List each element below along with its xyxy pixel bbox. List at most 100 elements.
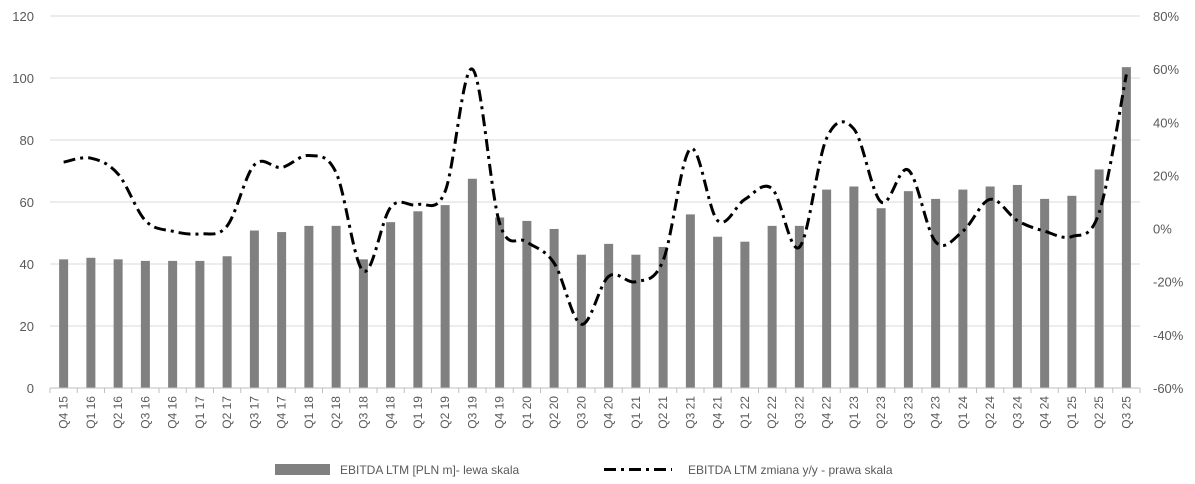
x-tick-label: Q1 24 (956, 396, 970, 429)
x-tick-label: Q1 17 (193, 396, 207, 429)
x-tick-label: Q1 21 (629, 396, 643, 429)
bar (1012, 184, 1022, 388)
bar (277, 232, 287, 388)
x-tick-label: Q2 21 (656, 396, 670, 429)
x-tick-label: Q2 20 (547, 396, 561, 429)
bar (794, 225, 804, 388)
bar (1121, 67, 1131, 389)
bar (440, 205, 450, 388)
bar-series (59, 67, 1131, 389)
x-tick-label: Q1 22 (738, 396, 752, 429)
bar (86, 257, 96, 388)
bar (658, 246, 668, 388)
bar (685, 214, 695, 388)
right-tick-label: 40% (1153, 115, 1179, 130)
left-tick-label: 60 (20, 195, 34, 210)
left-tick-label: 20 (20, 319, 34, 334)
x-tick-label: Q4 16 (166, 396, 180, 429)
legend-bar-label: EBITDA LTM [PLN m]- lewa skala (340, 463, 519, 477)
x-tick-label: Q2 22 (765, 396, 779, 429)
left-axis-ticks: 0 20 40 60 80 100 120 (12, 9, 34, 396)
bar (140, 260, 150, 388)
bar (549, 228, 559, 388)
left-tick-label: 120 (12, 9, 34, 24)
x-tick-label: Q3 21 (683, 396, 697, 429)
bar (713, 236, 723, 388)
right-tick-label: 60% (1153, 62, 1179, 77)
line-path (63, 67, 1128, 326)
x-tick-label: Q2 25 (1092, 396, 1106, 429)
bar (413, 211, 423, 388)
bar (495, 217, 505, 388)
bar (195, 260, 205, 388)
x-tick-label: Q1 23 (847, 396, 861, 429)
bar (113, 259, 123, 388)
right-tick-label: -60% (1153, 381, 1184, 396)
gridlines (50, 15, 1140, 327)
legend-bar-swatch (275, 464, 330, 475)
bar (903, 191, 913, 388)
bar (386, 222, 396, 388)
x-tick-label: Q4 23 (929, 396, 943, 429)
x-tick-label: Q3 22 (792, 396, 806, 429)
x-tick-label: Q3 20 (574, 396, 588, 429)
legend-line-label: EBITDA LTM zmiana y/y - prawa skala (688, 463, 893, 477)
x-tick-label: Q3 16 (138, 396, 152, 429)
x-tick-label: Q3 17 (247, 396, 261, 429)
x-tick-label: Q4 18 (384, 396, 398, 429)
bar (304, 225, 314, 388)
line-series (63, 67, 1128, 326)
x-tick-label: Q3 19 (465, 396, 479, 429)
bar (604, 243, 614, 388)
right-tick-label: 20% (1153, 168, 1179, 183)
x-tick-label: Q4 19 (493, 396, 507, 429)
bar (1040, 198, 1050, 388)
x-tick-label: Q2 16 (111, 396, 125, 429)
bar (876, 208, 886, 388)
x-axis: Q4 15 Q1 16 Q2 16 Q3 16 Q4 16 Q1 17 Q2 17 Q3 17… (49, 387, 1141, 429)
bar (249, 230, 259, 388)
bar (740, 241, 750, 388)
right-tick-label: -40% (1153, 328, 1184, 343)
bar (59, 259, 69, 388)
x-tick-label: Q2 23 (874, 396, 888, 429)
x-tick-label: Q2 17 (220, 396, 234, 429)
bar (822, 189, 832, 388)
bar (631, 254, 641, 388)
bar (1094, 169, 1104, 388)
x-tick-label: Q4 24 (1038, 396, 1052, 429)
bar (1067, 195, 1077, 388)
x-tick-label: Q3 25 (1119, 396, 1133, 429)
bar (358, 259, 368, 388)
bar (467, 178, 477, 388)
x-tick-label: Q3 24 (1010, 396, 1024, 429)
x-tick-label: Q1 16 (84, 396, 98, 429)
x-tick-label: Q4 22 (820, 396, 834, 429)
bar (168, 260, 178, 388)
right-tick-label: -20% (1153, 275, 1184, 290)
bar (849, 186, 859, 388)
x-tick-label: Q1 19 (411, 396, 425, 429)
x-tick-label: Q1 18 (302, 396, 316, 429)
bar (576, 254, 586, 388)
x-tick-label: Q4 20 (602, 396, 616, 429)
right-axis-ticks: -60% -40% -20% 0% 20% 40% 60% 80% (1153, 9, 1184, 396)
x-tick-label: Q2 24 (983, 396, 997, 429)
legend: EBITDA LTM [PLN m]- lewa skala EBITDA LT… (275, 463, 893, 477)
bar (931, 198, 941, 388)
x-tick-label: Q1 25 (1065, 396, 1079, 429)
x-tick-label: Q3 18 (356, 396, 370, 429)
x-tick-label: Q2 18 (329, 396, 343, 429)
bar (522, 220, 532, 388)
x-tick-label: Q1 20 (520, 396, 534, 429)
bar (222, 256, 232, 388)
left-tick-label: 0 (27, 381, 34, 396)
x-tick-label: Q4 15 (57, 396, 71, 429)
x-tick-label: Q2 19 (438, 396, 452, 429)
x-tick-label: Q3 23 (901, 396, 915, 429)
bar (985, 186, 995, 388)
x-tick-label: Q4 17 (275, 396, 289, 429)
left-tick-label: 100 (12, 71, 34, 86)
left-tick-label: 40 (20, 257, 34, 272)
